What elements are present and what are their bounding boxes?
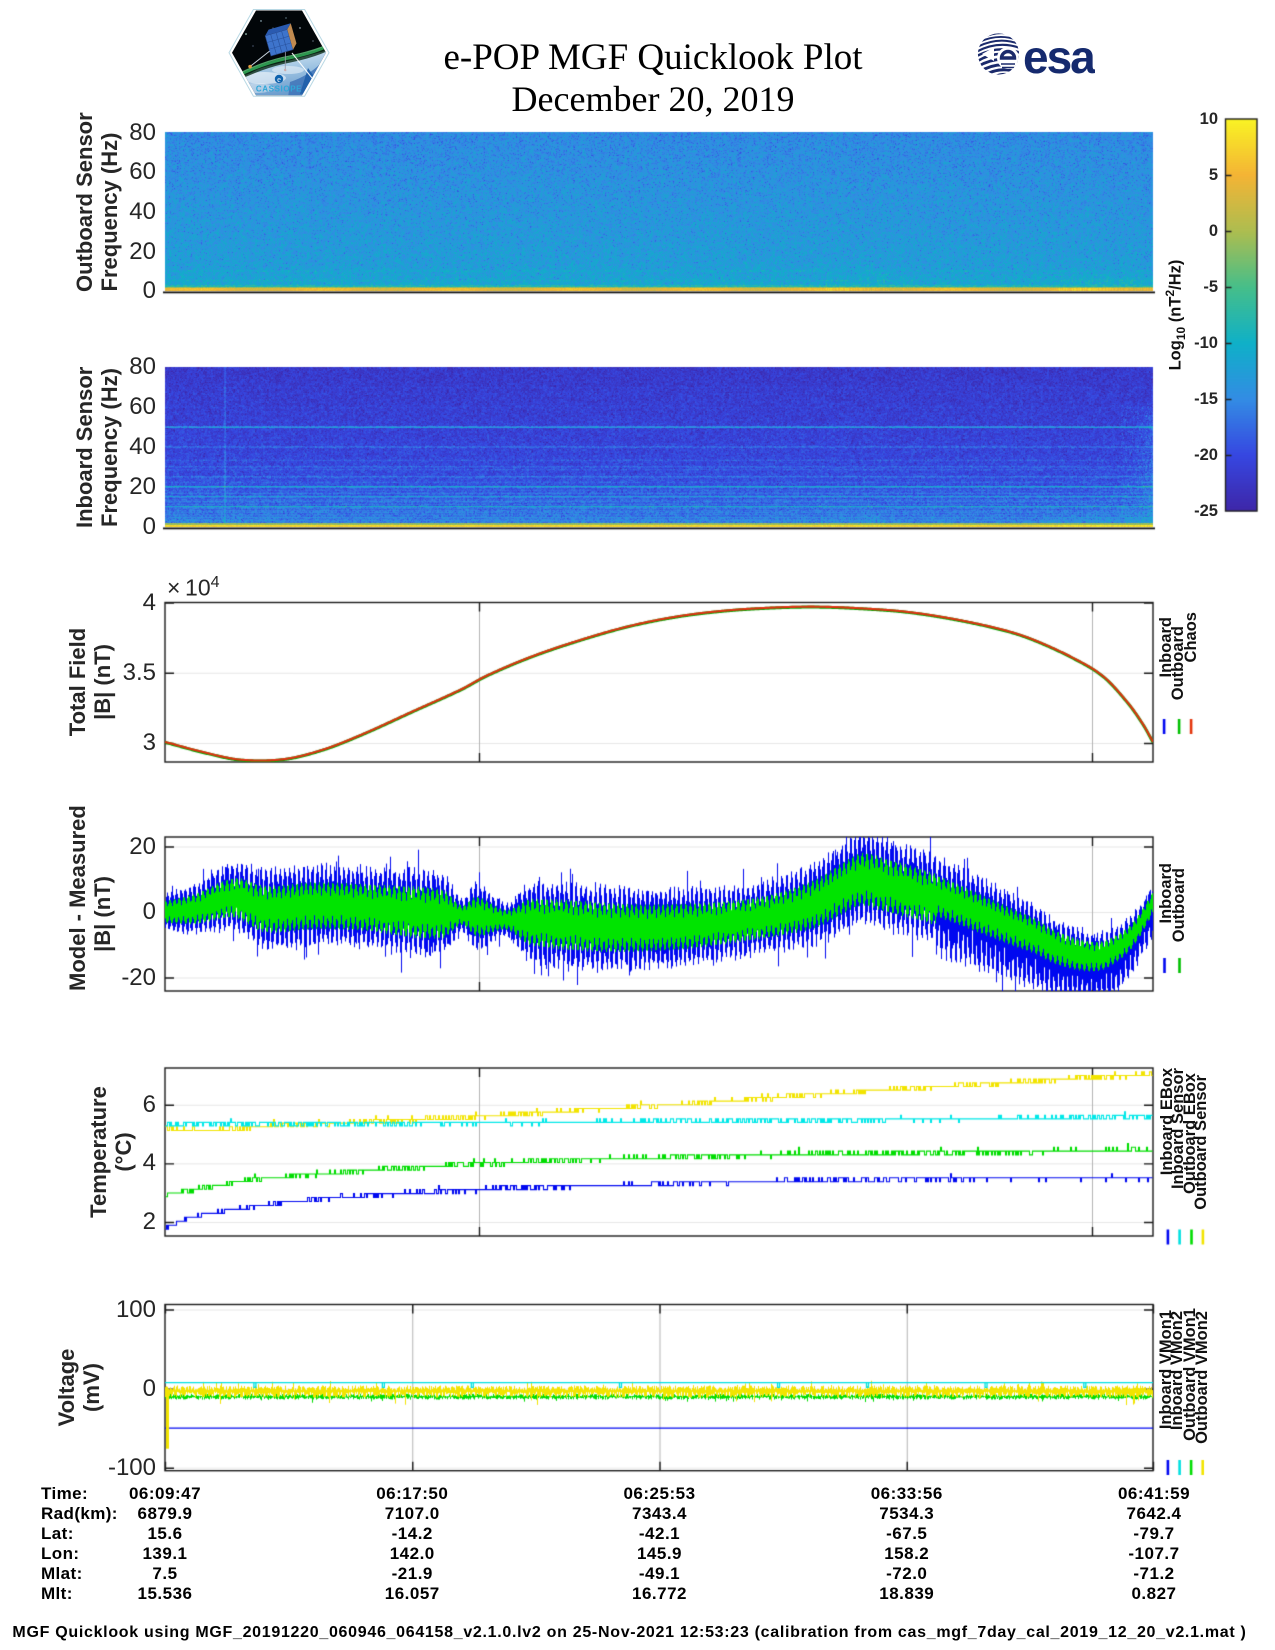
svg-text:CASSIOPE: CASSIOPE xyxy=(256,85,302,94)
svg-text:esa: esa xyxy=(1023,31,1095,82)
svg-text:e: e xyxy=(277,74,281,84)
